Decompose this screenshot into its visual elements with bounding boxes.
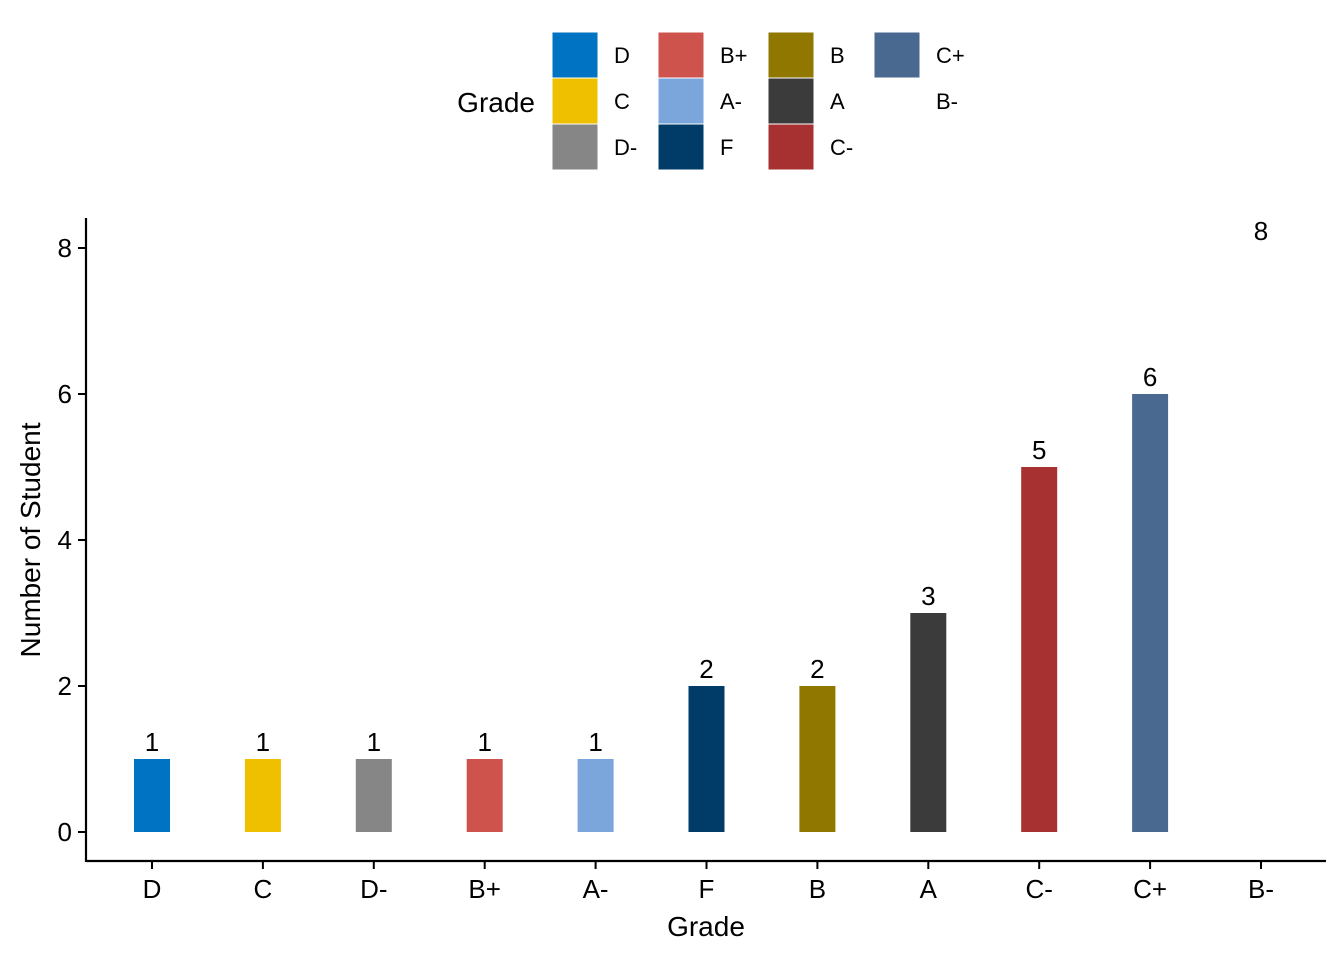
y-axis-title: Number of Student (15, 422, 46, 657)
bar-C- (1021, 467, 1058, 832)
legend-key-A (767, 77, 815, 125)
legend-title: Grade (457, 87, 535, 118)
y-tick-label: 0 (58, 817, 72, 847)
x-tick-label: D- (360, 874, 387, 904)
y-tick-label: 8 (58, 233, 72, 263)
legend-key-B (767, 31, 815, 79)
x-axis: D C D- B+ A- F B A C- C+ B- (86, 859, 1326, 904)
bar-D (134, 759, 170, 832)
bars-group (134, 248, 1279, 832)
x-tick-label: C+ (1133, 874, 1167, 904)
bar-A- (577, 759, 614, 832)
bar-D- (355, 759, 392, 832)
legend-label-B-: B- (936, 89, 958, 114)
data-label-B: 2 (810, 654, 824, 684)
bar-C+ (1132, 394, 1169, 832)
bar-B+ (466, 759, 503, 832)
x-tick-label: B- (1248, 874, 1274, 904)
x-tick-label: C- (1025, 874, 1052, 904)
data-label-C: 1 (256, 727, 270, 757)
legend-label-F: F (720, 135, 733, 160)
legend-label-A: A (830, 89, 845, 114)
bar-B (799, 686, 836, 832)
legend-key-B+ (657, 31, 705, 79)
legend-label-D-: D- (614, 135, 637, 160)
legend-label-C-: C- (830, 135, 853, 160)
x-tick-label: A- (583, 874, 609, 904)
data-label-C-: 5 (1032, 435, 1046, 465)
data-label-C+: 6 (1143, 362, 1157, 392)
legend-key-C (551, 77, 599, 125)
y-tick-label: 2 (58, 671, 72, 701)
x-tick-label: F (699, 874, 715, 904)
x-axis-title: Grade (667, 911, 745, 942)
y-tick-label: 4 (58, 525, 72, 555)
data-label-A-: 1 (588, 727, 602, 757)
data-label-B-: 8 (1254, 216, 1268, 246)
x-tick-label: B (809, 874, 826, 904)
data-label-A: 3 (921, 581, 935, 611)
x-tick-label: C (254, 874, 273, 904)
legend-key-C+ (873, 31, 921, 79)
legend-key-A- (657, 77, 705, 125)
legend-label-D: D (614, 43, 630, 68)
legend-label-B: B (830, 43, 845, 68)
legend: Grade DC D- B+ A- F BA C- C+ B- (457, 31, 965, 171)
x-tick-label: A (920, 874, 938, 904)
legend-key-C- (767, 123, 815, 171)
data-label-D-: 1 (367, 727, 381, 757)
legend-label-C: C (614, 89, 630, 114)
legend-key-D (551, 31, 599, 79)
data-label-B+: 1 (477, 727, 491, 757)
legend-label-A-: A- (720, 89, 742, 114)
x-tick-label: B+ (468, 874, 501, 904)
data-label-F: 2 (699, 654, 713, 684)
x-tick-label: D (143, 874, 162, 904)
bar-F (688, 686, 725, 832)
legend-key-B- (873, 77, 921, 125)
data-labels-group: 1 1 1 1 1 2 2 3 5 6 8 (145, 216, 1268, 757)
y-axis: 0 2 4 6 8 (58, 218, 88, 862)
legend-key-D- (551, 123, 599, 171)
legend-label-B+: B+ (720, 43, 748, 68)
legend-key-F (657, 123, 705, 171)
legend-label-C+: C+ (936, 43, 965, 68)
bar-A (910, 613, 947, 832)
bar-B- (1243, 248, 1279, 832)
y-tick-label: 6 (58, 379, 72, 409)
bar-C (244, 759, 281, 832)
data-label-D: 1 (145, 727, 159, 757)
